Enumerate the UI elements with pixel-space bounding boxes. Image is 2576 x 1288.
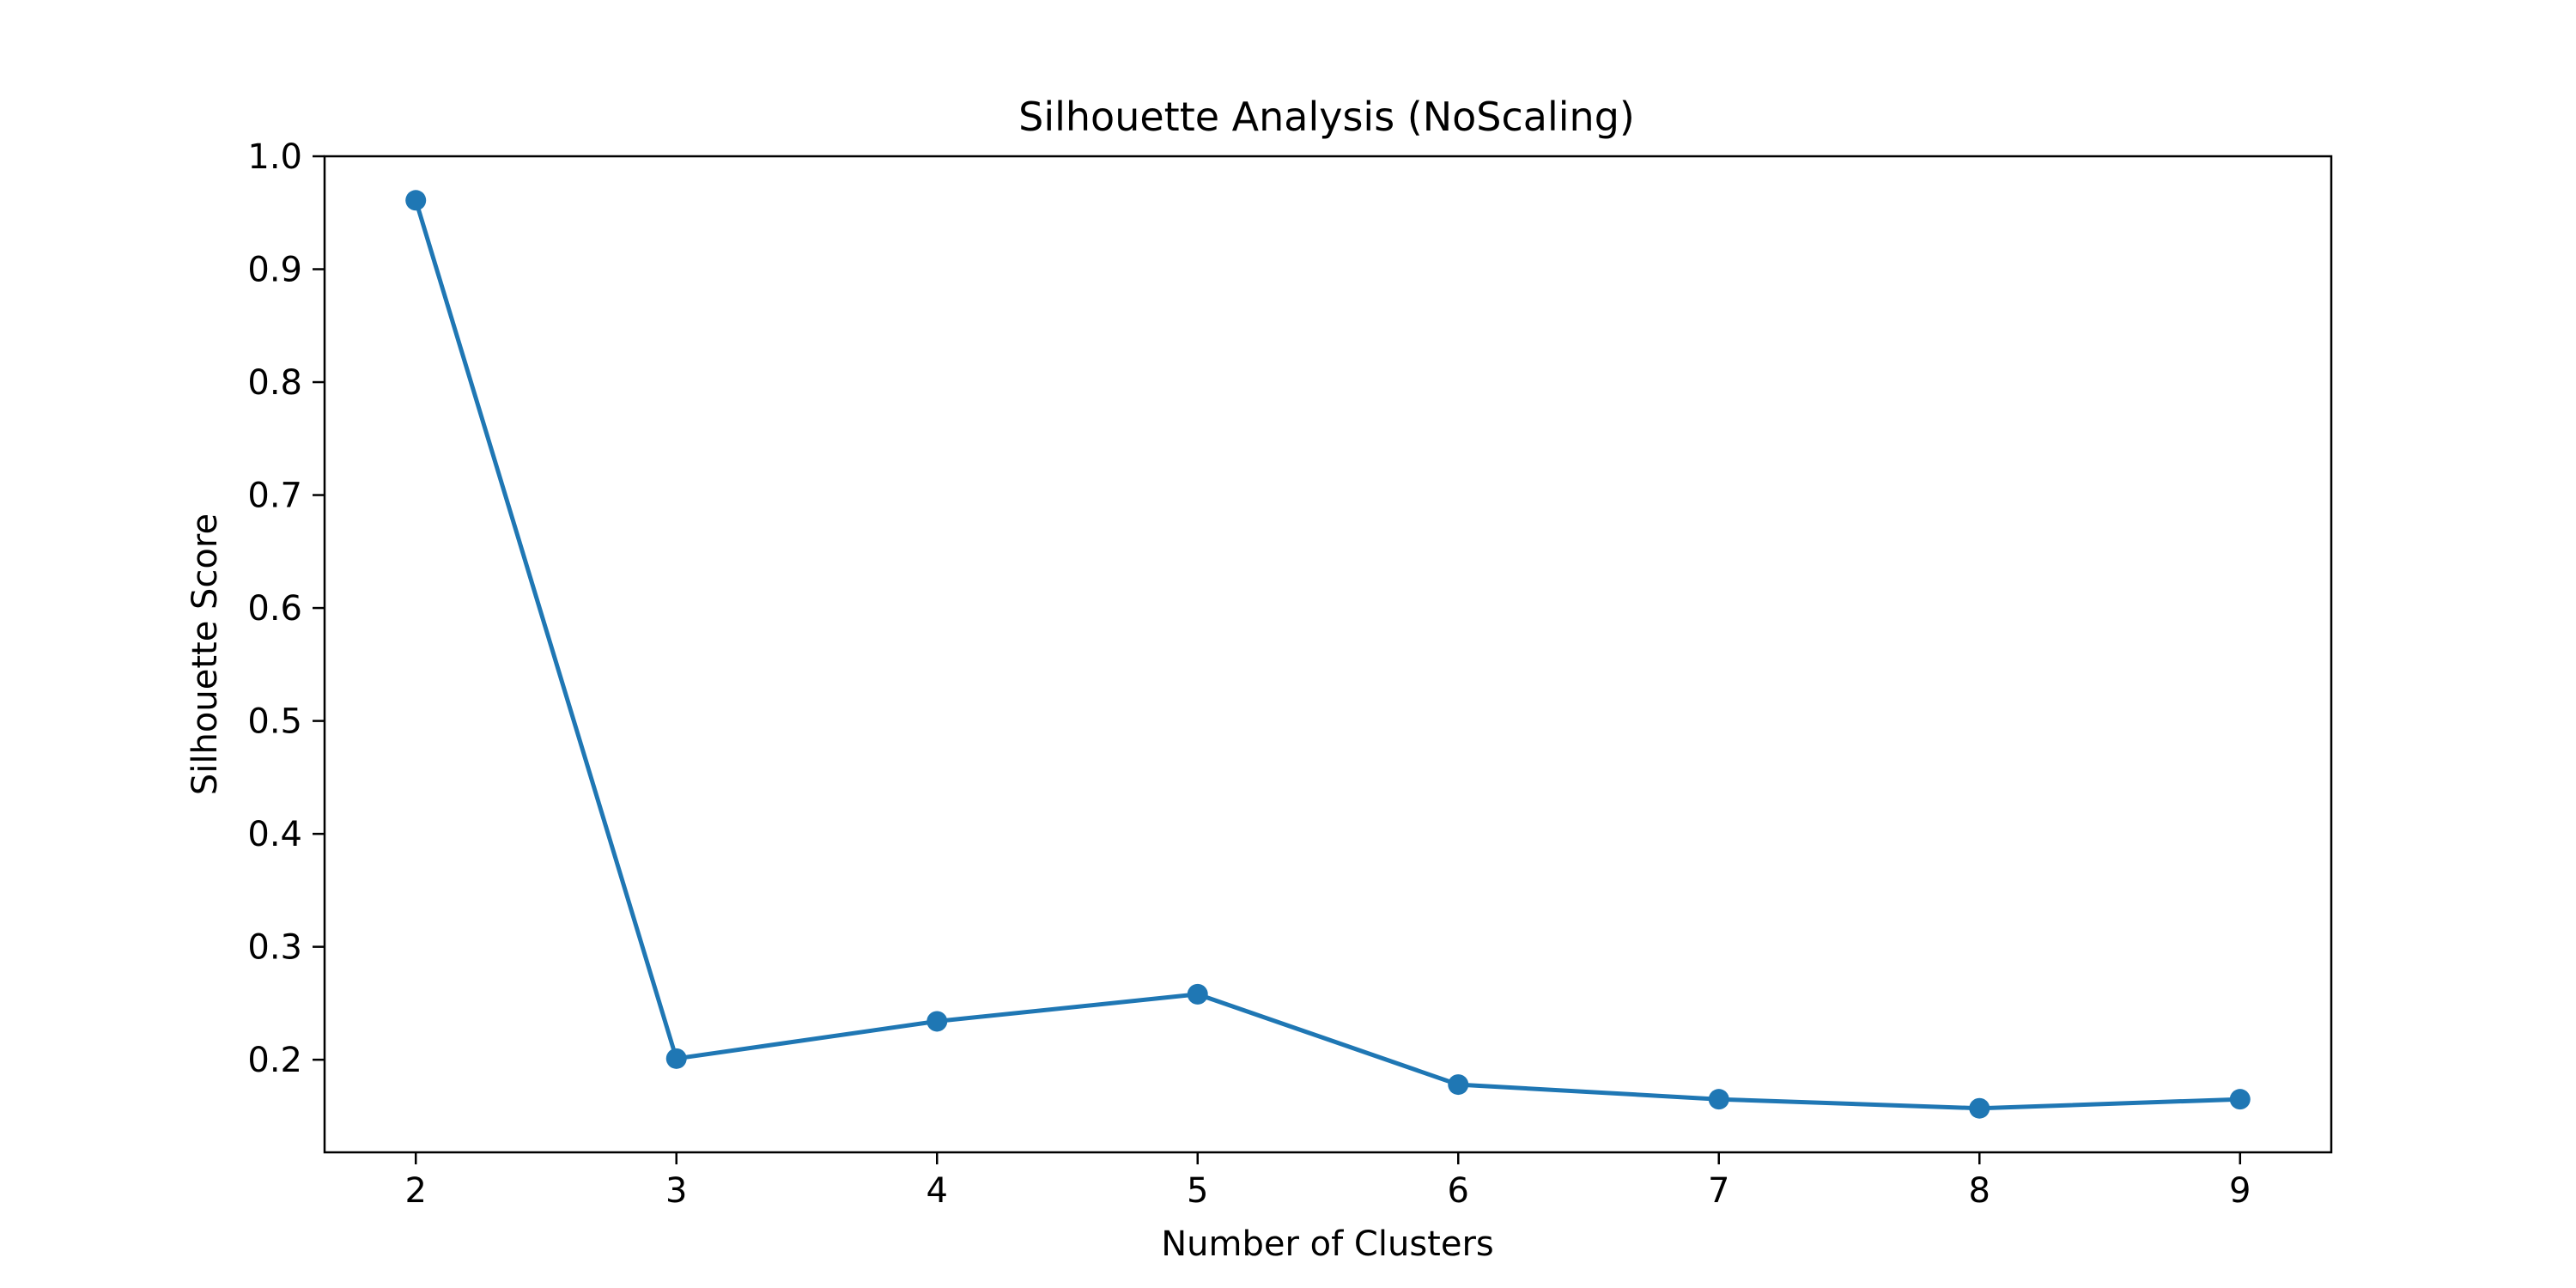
data-point bbox=[405, 190, 427, 211]
data-point bbox=[1969, 1097, 1990, 1119]
y-axis: 0.2 0.3 0.4 0.5 0.6 0.7 0.8 0.9 1.0 bbox=[247, 137, 325, 1080]
data-point bbox=[2229, 1089, 2251, 1110]
y-tick-label: 0.8 bbox=[247, 363, 302, 403]
y-tick-label: 0.5 bbox=[247, 702, 302, 742]
x-tick-label: 4 bbox=[927, 1171, 948, 1211]
plot-area bbox=[323, 155, 2333, 1154]
series-line bbox=[413, 199, 2240, 1111]
x-tick-label: 8 bbox=[1969, 1171, 1990, 1211]
x-tick-label: 2 bbox=[405, 1171, 427, 1211]
y-tick-label: 0.6 bbox=[247, 589, 302, 629]
x-tick-label: 6 bbox=[1448, 1171, 1469, 1211]
data-point bbox=[1187, 983, 1208, 1005]
x-tick-label: 5 bbox=[1187, 1171, 1208, 1211]
x-tick-label: 7 bbox=[1708, 1171, 1729, 1211]
y-tick-label: 0.9 bbox=[247, 251, 302, 290]
chart-title: Silhouette Analysis (NoScaling) bbox=[1018, 94, 1635, 140]
x-tick-label: 3 bbox=[665, 1171, 687, 1211]
y-tick-label: 1.0 bbox=[247, 137, 302, 177]
y-tick-label: 0.2 bbox=[247, 1041, 302, 1080]
y-axis-label: Silhouette Score bbox=[185, 513, 225, 795]
data-point bbox=[665, 1048, 687, 1069]
y-tick-label: 0.3 bbox=[247, 928, 302, 968]
y-tick-label: 0.4 bbox=[247, 815, 302, 854]
data-point bbox=[1708, 1089, 1729, 1110]
series-layer bbox=[405, 190, 2251, 1119]
data-point bbox=[927, 1011, 948, 1032]
plot-frame bbox=[323, 155, 2333, 1154]
x-tick-label: 9 bbox=[2229, 1171, 2251, 1211]
y-tick-label: 0.7 bbox=[247, 477, 302, 516]
x-axis: 2 3 4 5 6 7 8 9 bbox=[405, 1152, 2251, 1211]
data-point bbox=[1448, 1074, 1469, 1096]
x-axis-label: Number of Clusters bbox=[1161, 1224, 1493, 1264]
